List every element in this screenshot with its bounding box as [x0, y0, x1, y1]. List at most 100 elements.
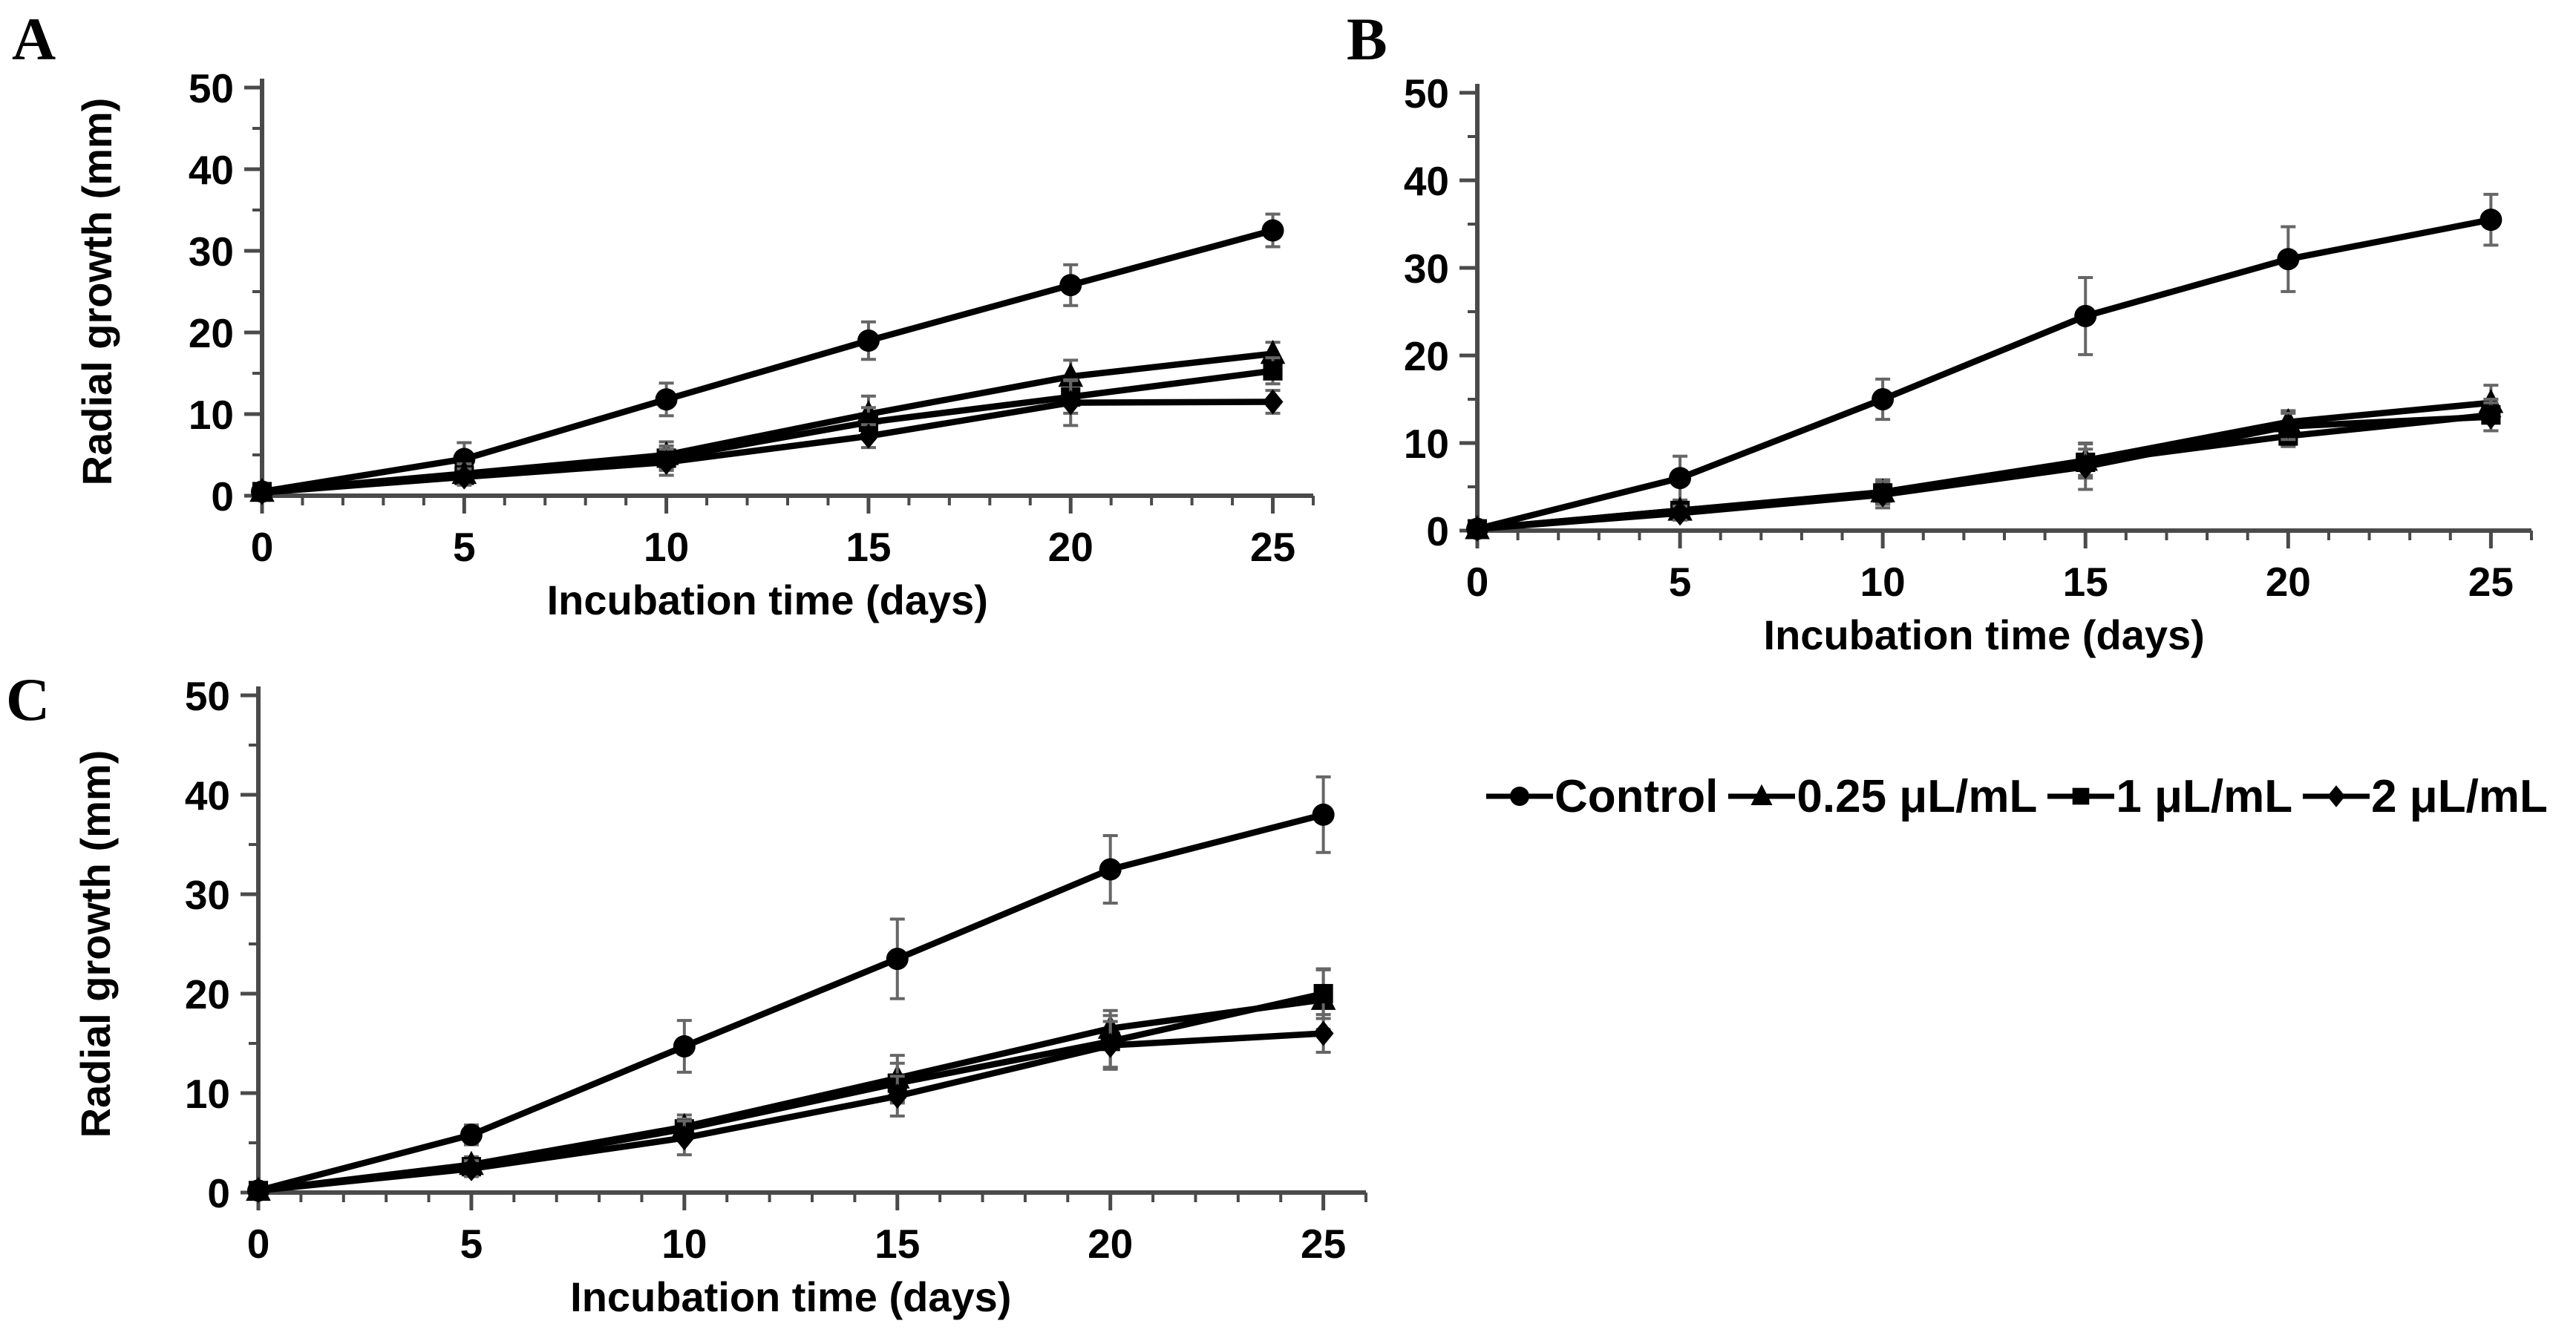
- series-diamond: [1467, 401, 2502, 542]
- diamond-icon: [2303, 785, 2370, 807]
- diamond-marker: [2278, 413, 2299, 439]
- diamond-marker: [1099, 1032, 1121, 1058]
- chart-svg-c: 0 10 20 30 40 50 0 5 10 15 20 25 Incubation time (da…: [72, 673, 1367, 1320]
- y-tick-label: 30: [189, 229, 234, 275]
- series-line: [1474, 411, 2494, 532]
- chart-svg-a: 0 10 20 30 40 50 0 5 10 15 20 25 Incubation time (da…: [73, 65, 1315, 623]
- x-axis-title: Incubation time (days): [547, 577, 988, 623]
- diamond-legend-marker: [2327, 785, 2346, 807]
- x-tick-label: 25: [1301, 1221, 1346, 1267]
- legend-item-square: 1 μL/mL: [2047, 770, 2292, 823]
- x-tick-label: 5: [1669, 559, 1692, 605]
- circle-marker: [460, 1124, 483, 1147]
- x-tick-label: 25: [2468, 559, 2514, 605]
- circle-marker: [1099, 858, 1122, 881]
- series-circle: [251, 212, 1284, 503]
- legend-label: Control: [1555, 770, 1719, 822]
- circle-marker: [857, 329, 880, 352]
- x-tick-label: 0: [247, 1221, 270, 1267]
- diamond-marker: [1670, 500, 1691, 526]
- y-tick-label: 50: [185, 673, 230, 719]
- circle-marker: [1261, 219, 1284, 242]
- series-line: [258, 350, 1276, 495]
- panel-a-letter: A: [12, 5, 56, 73]
- x-tick-label: 15: [2063, 559, 2108, 605]
- y-axis-title: Radial growth (mm): [72, 750, 119, 1138]
- circle-marker: [2074, 304, 2097, 327]
- series-circle: [1466, 192, 2503, 540]
- circle-icon: [1486, 787, 1553, 806]
- series-line: [1474, 216, 2494, 532]
- circle-marker: [886, 948, 909, 971]
- x-tick-label: 20: [1048, 524, 1094, 570]
- y-axis-ticks: 0 10 20 30 40 50: [189, 65, 262, 519]
- x-tick-label: 5: [453, 524, 476, 570]
- square-icon: [2047, 787, 2115, 805]
- y-tick-label: 40: [189, 147, 234, 193]
- diamond-marker: [1262, 389, 1284, 415]
- diamond-marker: [248, 1178, 269, 1204]
- y-axis-ticks: 0 10 20 30 40 50: [1404, 70, 1477, 554]
- x-tick-label: 15: [846, 524, 891, 570]
- triangle-icon: [1728, 784, 1796, 805]
- series-diamond: [248, 1013, 1334, 1204]
- y-axis-title: Radial growth (mm): [73, 98, 120, 486]
- y-tick-label: 10: [185, 1071, 230, 1117]
- x-axis-title: Incubation time (days): [570, 1273, 1011, 1320]
- diamond-marker: [886, 1083, 908, 1109]
- diamond-marker: [454, 464, 475, 490]
- axes: [256, 686, 1366, 1195]
- x-tick-label: 15: [875, 1221, 920, 1267]
- square-marker: [1263, 361, 1283, 381]
- x-tick-label: 25: [1250, 524, 1295, 570]
- x-tick-label: 5: [460, 1221, 483, 1267]
- panel-c: C 0 10 20 30 40 50 0 5 10 15 20 25 Incubation time (…: [0, 668, 1410, 1338]
- y-tick-label: 30: [1404, 246, 1449, 292]
- series-line: [258, 227, 1276, 495]
- y-tick-label: 50: [189, 65, 234, 111]
- y-axis-ticks: 0 10 20 30 40 50: [185, 673, 258, 1216]
- circle-marker: [1669, 467, 1692, 490]
- diamond-marker: [1060, 390, 1082, 416]
- y-tick-label: 20: [185, 971, 230, 1017]
- circle-marker: [655, 388, 678, 411]
- panel-a-chart: 0 10 20 30 40 50 0 5 10 15 20 25 Incubation time (da…: [0, 0, 1336, 668]
- diamond-marker: [1312, 1020, 1334, 1046]
- panel-c-chart: 0 10 20 30 40 50 0 5 10 15 20 25 Incubation time (da…: [0, 668, 1410, 1338]
- legend-item-circle: Control: [1486, 770, 1718, 823]
- y-tick-label: 0: [1426, 508, 1449, 554]
- x-tick-label: 10: [644, 524, 689, 570]
- circle-marker: [1059, 274, 1082, 297]
- diamond-marker: [2480, 404, 2502, 430]
- y-tick-label: 40: [185, 773, 230, 819]
- series-circle: [247, 775, 1335, 1202]
- error-bars: [255, 356, 1281, 496]
- diamond-marker: [460, 1155, 482, 1181]
- x-axis-ticks: 0 5 10 15 20 25: [247, 1193, 1367, 1267]
- panel-c-letter: C: [6, 666, 50, 733]
- diamond-marker: [2075, 453, 2096, 479]
- y-tick-label: 0: [207, 1170, 230, 1216]
- circle-legend-marker: [1510, 787, 1529, 806]
- circle-marker: [1871, 388, 1895, 410]
- error-bars: [255, 341, 1281, 496]
- x-tick-label: 20: [2266, 559, 2311, 605]
- series-line: [258, 367, 1276, 495]
- circle-marker: [1312, 803, 1335, 826]
- diamond-marker: [673, 1125, 695, 1151]
- x-axis-ticks: 0 5 10 15 20 25: [251, 496, 1315, 570]
- panel-b-chart: 0 10 20 30 40 50 0 5 10 15 20 25 Incubation time (da…: [1336, 0, 2576, 683]
- x-tick-label: 10: [1860, 559, 1906, 605]
- y-tick-label: 40: [1404, 158, 1449, 204]
- y-tick-label: 30: [185, 872, 230, 918]
- x-tick-label: 0: [1466, 559, 1489, 605]
- panel-a: A 0 10 20 30 40 50 0 5 10 15 20 25 Incubation time (…: [0, 0, 1336, 668]
- y-tick-label: 0: [211, 473, 234, 519]
- y-tick-label: 10: [189, 392, 234, 438]
- chart-svg-b: 0 10 20 30 40 50 0 5 10 15 20 25 Incubation time (da…: [1404, 70, 2533, 658]
- y-tick-label: 20: [189, 310, 234, 356]
- series-diamond: [252, 378, 1284, 505]
- x-tick-label: 10: [661, 1221, 707, 1267]
- diamond-marker: [1467, 516, 1488, 542]
- legend-label: 0.25 μL/mL: [1797, 770, 2038, 822]
